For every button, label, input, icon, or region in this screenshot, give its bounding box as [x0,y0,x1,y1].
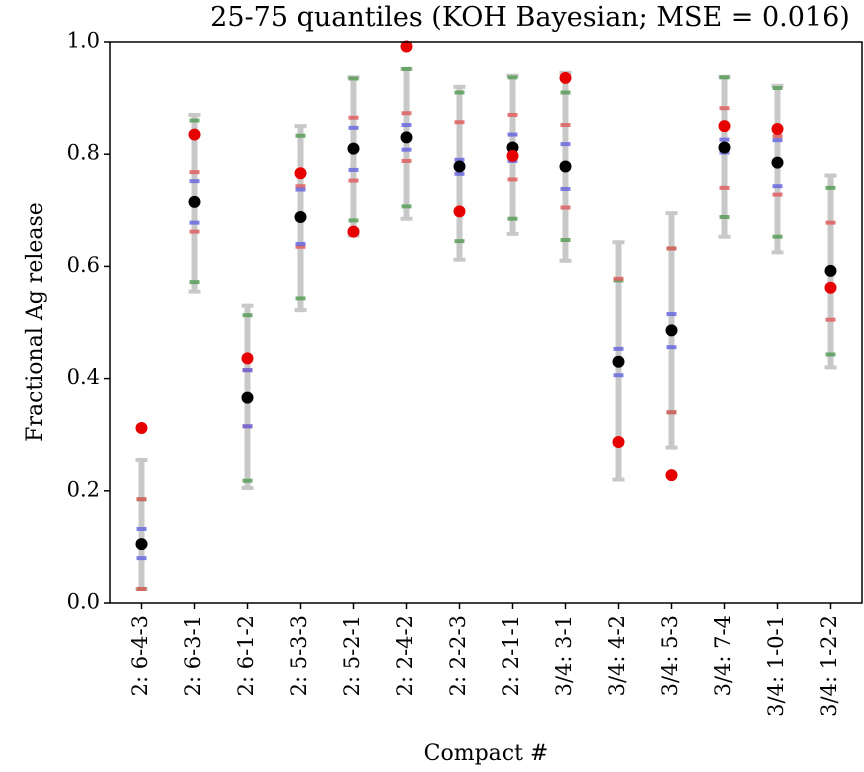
point [718,120,731,133]
point [559,71,572,84]
point [771,122,784,135]
chart-title: 25-75 quantiles (KOH Bayesian; MSE = 0.0… [210,2,850,33]
point [400,131,413,144]
point [612,435,625,448]
y-tick-label: 1.0 [67,29,100,53]
x-tick-label: 3/4: 7-4 [711,615,735,696]
point [506,141,519,154]
x-axis-label: Compact # [424,741,549,766]
point [294,167,307,180]
x-tick-label: 2: 2-2-3 [446,615,470,696]
x-tick-label: 2: 5-2-1 [340,615,364,696]
point [294,211,307,224]
x-tick-label: 3/4: 3-1 [552,615,576,696]
point [135,421,148,434]
y-tick-label: 0.4 [67,365,100,389]
x-tick-label: 3/4: 1-0-1 [764,615,788,717]
point [453,205,466,218]
point [665,469,678,482]
point [612,355,625,368]
point [506,149,519,162]
point [188,128,201,141]
y-tick-label: 0.2 [67,477,100,501]
x-tick-label: 2: 5-3-3 [287,615,311,696]
point [559,160,572,173]
point [347,225,360,238]
point [824,264,837,277]
y-tick-label: 0.0 [67,590,100,614]
point [188,195,201,208]
x-tick-label: 3/4: 1-2-2 [817,615,841,717]
point [347,142,360,155]
x-tick-label: 2: 2-4-2 [393,615,417,696]
y-tick-label: 0.8 [67,141,100,165]
x-tick-label: 3/4: 5-3 [658,615,682,696]
point [241,352,254,365]
plot-frame [109,41,863,604]
point [241,391,254,404]
x-tick-label: 2: 6-1-2 [234,615,258,696]
x-tick-label: 3/4: 4-2 [605,615,629,696]
y-axis-label: Fractional Ag release [23,202,48,442]
point [771,156,784,169]
x-tick-label: 2: 6-3-1 [181,615,205,696]
point [135,538,148,551]
x-tick-label: 2: 6-4-3 [128,615,152,696]
x-tick-label: 2: 2-1-1 [499,615,523,696]
point [453,160,466,173]
point [400,40,413,53]
y-tick-label: 0.6 [67,253,100,277]
point [665,324,678,337]
point [718,141,731,154]
point [824,281,837,294]
